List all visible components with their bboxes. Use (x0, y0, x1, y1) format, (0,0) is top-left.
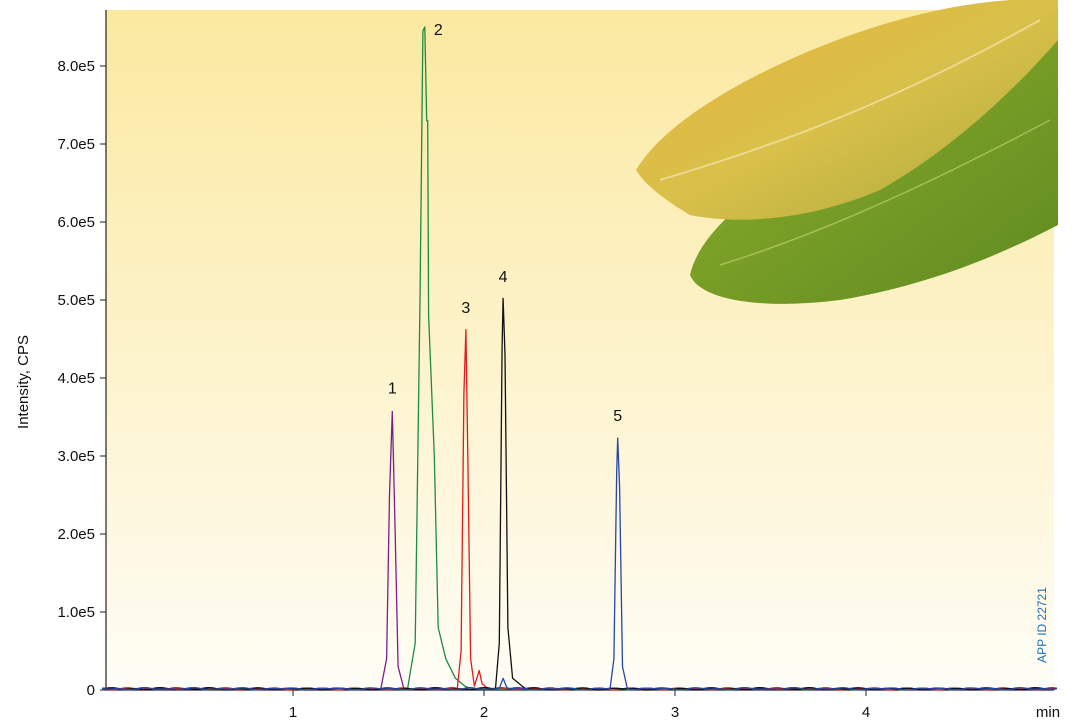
y-tick-label: 4.0e5 (57, 370, 95, 387)
peak-label-3: 3 (461, 300, 470, 317)
x-tick-label: 4 (862, 704, 870, 721)
series-group (101, 26, 1058, 691)
x-tick-label: 3 (671, 704, 679, 721)
y-tick-label: 3.0e5 (57, 448, 95, 465)
peak-label-2: 2 (434, 22, 443, 39)
y-tick-label: 0 (87, 682, 95, 699)
peak-label-5: 5 (613, 408, 622, 425)
x-axis-unit-label: min (1036, 704, 1060, 721)
peak-label-4: 4 (499, 269, 508, 286)
peak-labels: 1 2 3 4 5 (388, 22, 622, 425)
x-tick-label: 2 (480, 704, 488, 721)
y-tick-label: 6.0e5 (57, 214, 95, 231)
series-line-5 (101, 437, 1058, 691)
y-axis-title: Intensity, CPS (15, 335, 32, 429)
y-tick-label: 8.0e5 (57, 58, 95, 75)
app-id-watermark: APP ID 22721 (1035, 587, 1049, 663)
y-tick-label: 5.0e5 (57, 292, 95, 309)
y-tick-label: 7.0e5 (57, 136, 95, 153)
peak-label-1: 1 (388, 381, 397, 398)
x-tick-label: 1 (289, 704, 297, 721)
y-tick-label: 1.0e5 (57, 604, 95, 621)
tobacco-leaf-illustration (636, 0, 1058, 304)
y-tick-label: 2.0e5 (57, 526, 95, 543)
